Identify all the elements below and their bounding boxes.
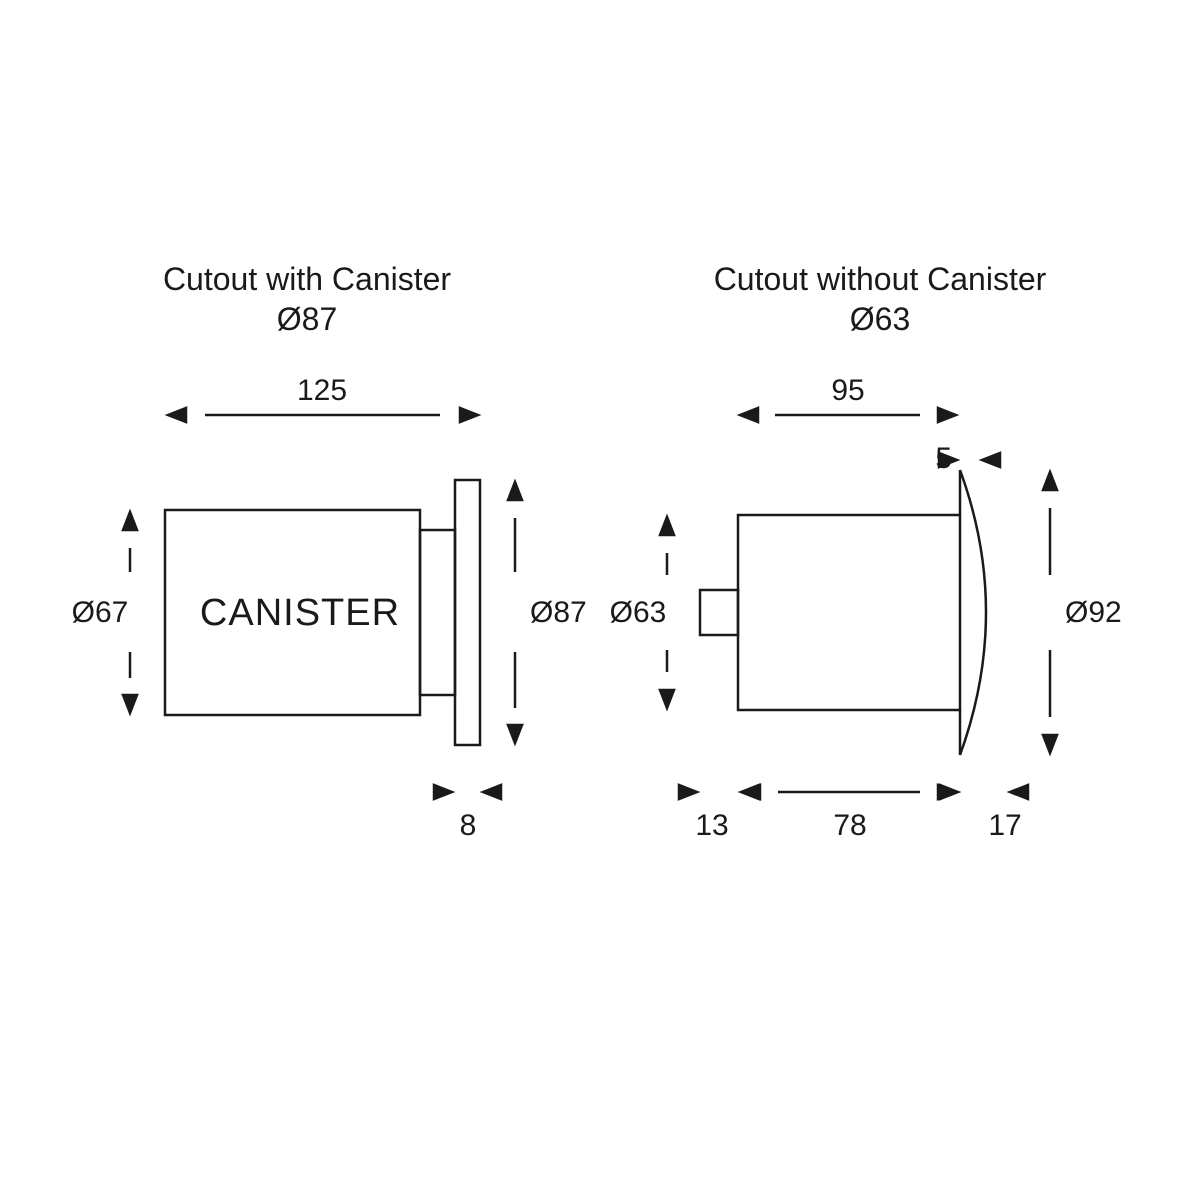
svg-text:17: 17 <box>988 809 1021 842</box>
svg-text:78: 78 <box>833 809 866 842</box>
svg-text:5: 5 <box>935 442 952 475</box>
svg-text:95: 95 <box>831 374 864 407</box>
left-figure: Cutout with Canister Ø87 CANISTER 125 Ø6… <box>72 261 587 842</box>
dim-left-67: Ø67 <box>72 512 137 713</box>
dim-bottom-8: 8 <box>434 785 501 842</box>
right-title-2: Ø63 <box>850 301 910 337</box>
dim-left-63: Ø63 <box>610 517 674 708</box>
svg-text:Ø87: Ø87 <box>530 596 587 629</box>
dim-bottom-group: 13 78 17 <box>679 785 1028 842</box>
dim-top-5: 5 <box>935 442 1000 475</box>
left-title-2: Ø87 <box>277 301 337 337</box>
svg-text:Ø63: Ø63 <box>610 596 667 629</box>
dim-top-95: 95 <box>740 374 956 422</box>
svg-text:Ø67: Ø67 <box>72 596 129 629</box>
svg-text:13: 13 <box>695 809 728 842</box>
right-title-1: Cutout without Canister <box>714 261 1047 297</box>
canister-body-label: CANISTER <box>200 592 400 634</box>
right-figure: Cutout without Canister Ø63 95 5 Ø63 Ø92 <box>610 261 1122 842</box>
dim-top-125: 125 <box>168 374 478 422</box>
dim-right-92: Ø92 <box>1043 472 1122 753</box>
dim-right-87: Ø87 <box>508 482 587 743</box>
svg-text:Ø92: Ø92 <box>1065 596 1122 629</box>
svg-text:8: 8 <box>460 809 477 842</box>
technical-drawing: Cutout with Canister Ø87 CANISTER 125 Ø6… <box>0 0 1200 1200</box>
left-title-1: Cutout with Canister <box>163 261 451 297</box>
svg-text:125: 125 <box>297 374 347 407</box>
